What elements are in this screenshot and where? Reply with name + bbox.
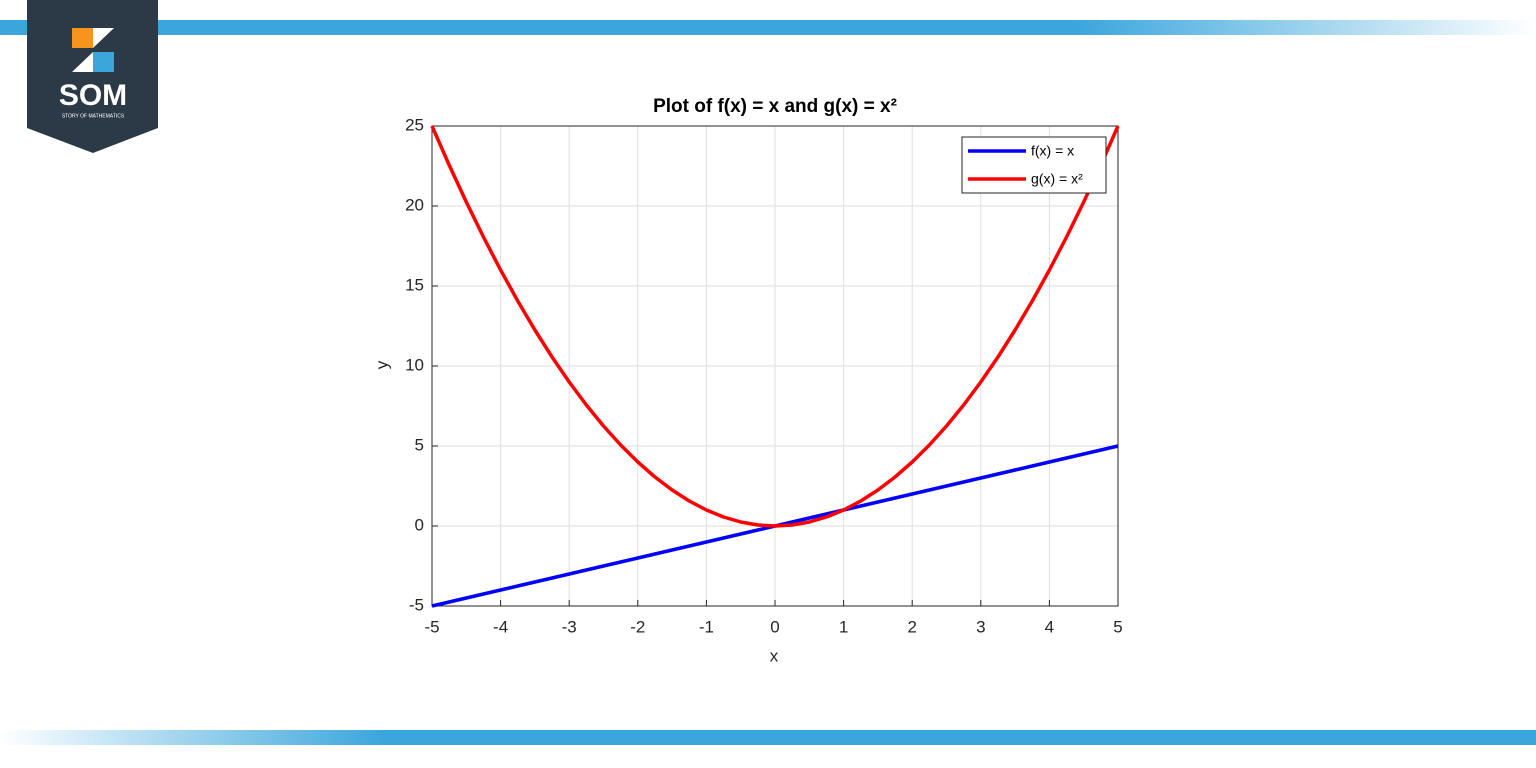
y-tick-label: 0 <box>415 515 424 534</box>
y-tick-label: 5 <box>415 435 424 454</box>
axes-box <box>431 125 1119 607</box>
y-tick-label: 25 <box>405 115 424 134</box>
logo-square <box>72 52 93 72</box>
series-line <box>430 125 1120 528</box>
x-tick-label: -5 <box>424 617 439 636</box>
chart-title: Plot of f(x) = x and g(x) = x² <box>653 96 897 117</box>
bottom-banner <box>0 730 1536 745</box>
y-axis-label: y <box>372 360 391 369</box>
legend-label: f(x) = x <box>1031 143 1074 159</box>
legend-label: g(x) = x² <box>1031 171 1083 187</box>
x-tick-label: -1 <box>699 617 714 636</box>
y-tick-label: 10 <box>405 355 424 374</box>
legend-box <box>961 136 1107 194</box>
x-axis-label: x <box>770 646 779 665</box>
logo: SOM STORY OF MATHEMATICS <box>27 0 158 153</box>
y-tick-label: 20 <box>405 195 424 214</box>
logo-subtitle: STORY OF MATHEMATICS <box>62 113 125 119</box>
x-tick-label: 0 <box>770 617 779 636</box>
y-tick-label: 15 <box>405 275 424 294</box>
y-tick-label: -5 <box>409 595 424 614</box>
x-tick-label: -4 <box>493 617 508 636</box>
logo-text: SOM <box>59 79 127 112</box>
x-tick-label: 4 <box>1045 617 1054 636</box>
legend: f(x) = x g(x) = x² <box>961 136 1107 194</box>
x-tick-label: 2 <box>907 617 916 636</box>
logo-shield <box>27 0 158 153</box>
logo-square <box>72 28 93 48</box>
x-tick-label: 5 <box>1113 617 1122 636</box>
x-tick-label: -2 <box>630 617 645 636</box>
x-tick-label: 3 <box>976 617 985 636</box>
logo-square <box>93 52 114 72</box>
logo-square <box>93 28 114 48</box>
x-tick-label: 1 <box>839 617 848 636</box>
top-banner <box>0 20 1536 35</box>
x-tick-label: -3 <box>562 617 577 636</box>
